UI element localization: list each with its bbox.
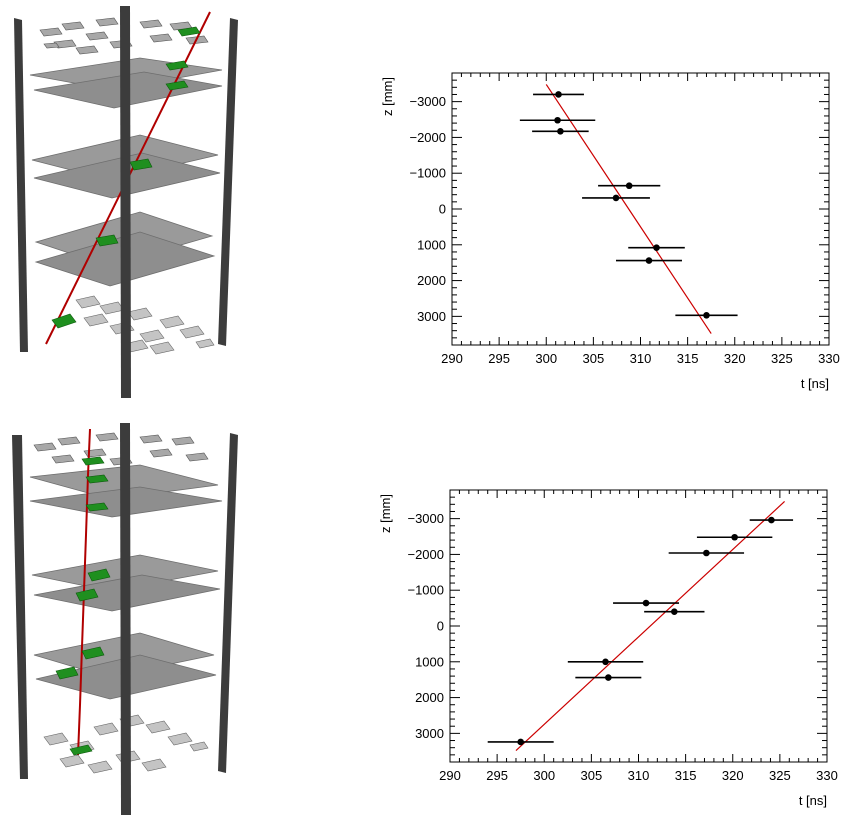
data-point (642, 599, 650, 607)
y-tick-label: 1000 (415, 654, 444, 669)
y-tick-label: 1000 (417, 237, 446, 252)
data-point (703, 311, 710, 319)
plot-frame (449, 489, 828, 763)
y-tick-label: 2000 (415, 690, 444, 705)
x-tick-label: 330 (816, 768, 838, 783)
detector-pillar-center (120, 6, 131, 398)
y-tick-label: −1000 (409, 166, 446, 181)
y-tick-label: 3000 (417, 309, 446, 324)
y-tick-label: −3000 (409, 94, 446, 109)
data-point (557, 128, 564, 135)
x-tick-label: 290 (439, 768, 461, 783)
detector-pillar-center (120, 423, 131, 815)
y-tick-label: 0 (437, 619, 444, 634)
data-point (768, 516, 775, 524)
detector-display-top (14, 6, 238, 398)
data-point (612, 194, 620, 202)
data-point (731, 533, 738, 541)
detector-pillar-left (12, 435, 28, 779)
y-tick-label: −2000 (407, 547, 444, 562)
x-tick-label: 320 (724, 351, 746, 366)
x-axis-label: t [ns] (801, 376, 829, 391)
detector-top-modules (33, 432, 209, 466)
x-tick-label: 325 (769, 768, 791, 783)
y-tick-label: 3000 (415, 726, 444, 741)
z-vs-t-chart-top: 290 295 300 305 310 315 320 325 330 −3000 −2000 −1… (380, 72, 840, 391)
x-tick-label: 305 (583, 351, 605, 366)
y-tick-label: −1000 (407, 583, 444, 598)
x-tick-label: 325 (771, 351, 793, 366)
data-point (605, 674, 612, 681)
data-point (671, 608, 678, 615)
data-point (517, 738, 524, 746)
x-tick-label: 330 (818, 351, 840, 366)
detector-bottom-modules (75, 295, 215, 355)
detector-display-bottom (12, 423, 238, 815)
x-tick-label: 295 (486, 768, 508, 783)
hit-modules (51, 26, 201, 329)
y-axis-label: z [mm] (378, 494, 393, 533)
y-tick-label: 0 (439, 202, 446, 217)
detector-pillar-right (218, 433, 238, 773)
data-point (653, 244, 660, 251)
detector-pillar-right (218, 18, 238, 346)
data-point (703, 549, 710, 557)
y-tick-label: 2000 (417, 273, 446, 288)
x-tick-label: 320 (722, 768, 744, 783)
data-point (602, 658, 609, 666)
data-point (555, 91, 562, 98)
x-tick-label: 290 (441, 351, 463, 366)
detector-pillar-left (14, 18, 28, 352)
hit-modules (55, 456, 111, 756)
y-axis-label: z [mm] (380, 77, 395, 116)
x-tick-label: 315 (675, 768, 697, 783)
x-tick-label: 300 (533, 768, 555, 783)
x-tick-label: 300 (535, 351, 557, 366)
fit-line (515, 501, 785, 751)
data-point (554, 116, 561, 124)
x-tick-label: 315 (677, 351, 699, 366)
z-vs-t-chart-bottom: 290 295 300 305 310 315 320 325 330 −3000 −2000 −1… (378, 489, 838, 808)
y-tick-label: −2000 (409, 130, 446, 145)
data-point (645, 257, 653, 264)
plot-frame (451, 72, 830, 346)
data-point (625, 182, 633, 190)
x-tick-label: 305 (581, 768, 603, 783)
x-tick-label: 295 (488, 351, 510, 366)
y-tick-label: −3000 (407, 511, 444, 526)
x-axis-label: t [ns] (799, 793, 827, 808)
fit-line (545, 84, 712, 334)
x-tick-label: 310 (628, 768, 650, 783)
x-tick-label: 310 (630, 351, 652, 366)
